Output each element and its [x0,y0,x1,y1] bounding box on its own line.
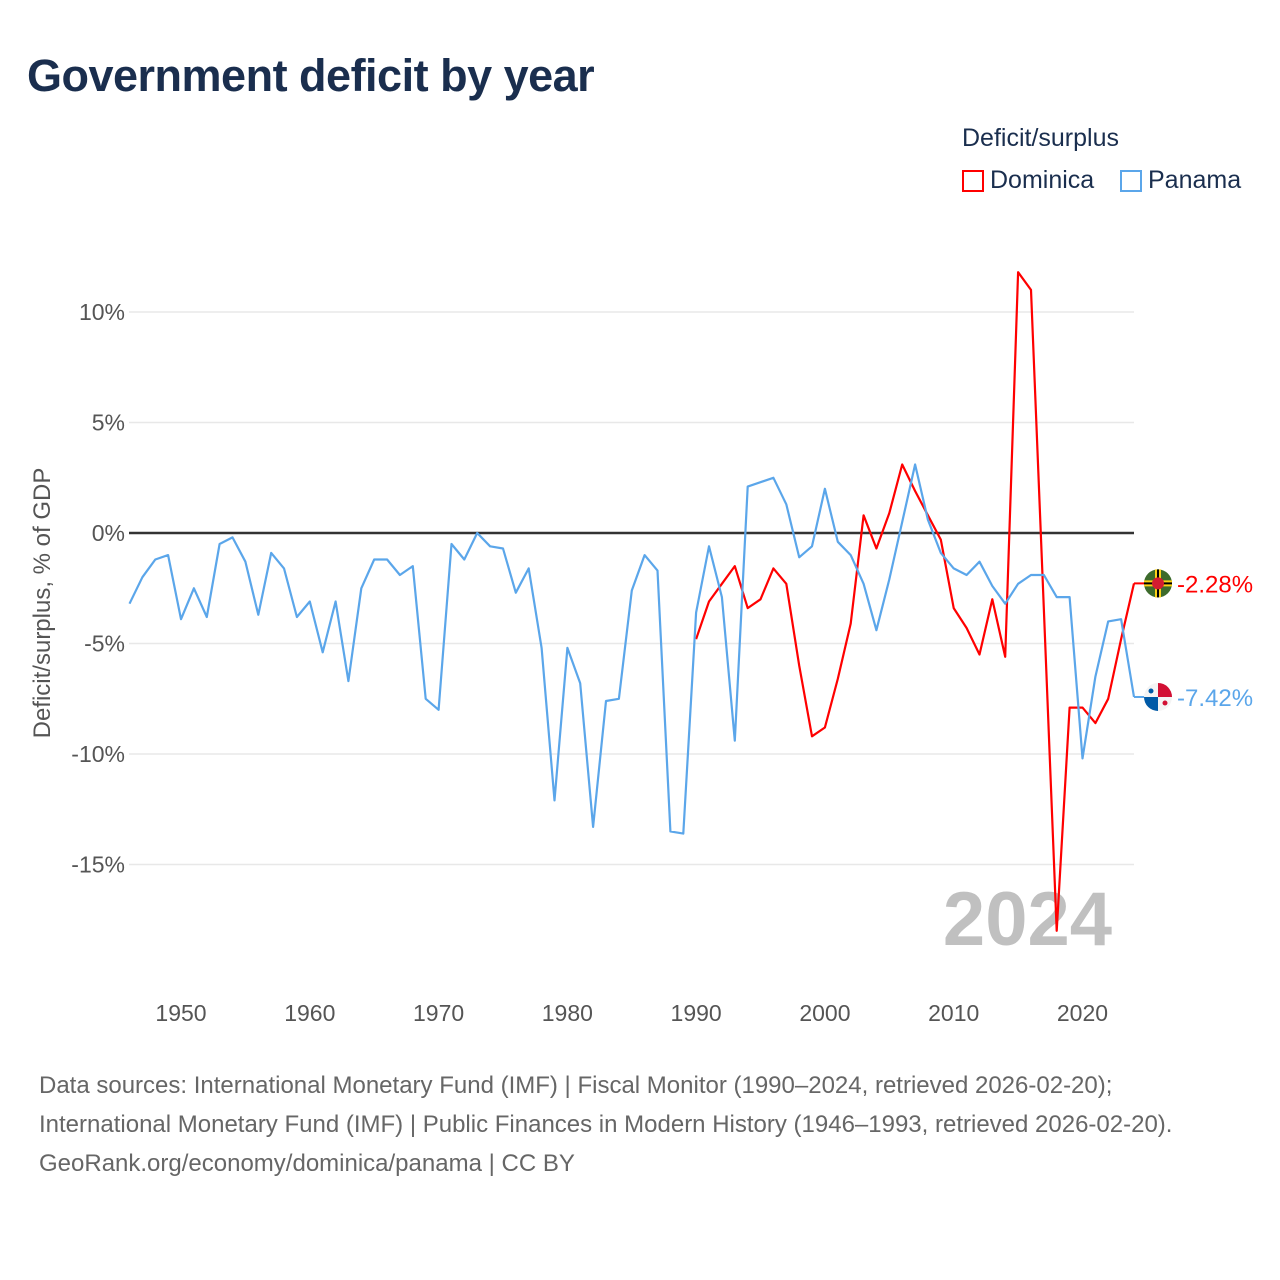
legend-item-panama[interactable]: Panama [1120,166,1241,195]
attribution-link[interactable]: GeoRank.org/economy/dominica/panama | CC… [39,1150,575,1177]
y-tick-label: -15% [71,852,125,878]
y-tick-label: 10% [79,299,125,325]
flag-star [1162,700,1168,706]
legend-swatch-panama [1120,169,1142,192]
x-tick-label: 1950 [155,1000,206,1026]
x-tick-label: 1960 [284,1000,335,1026]
panama-flag-icon [1144,682,1172,711]
footer: Data sources: International Monetary Fun… [39,1066,1239,1183]
series-line-panama [128,463,1136,835]
y-axis-label: Deficit/surplus, % of GDP [29,468,56,739]
x-tick-label: 1990 [671,1000,722,1026]
x-tick-label: 2020 [1057,1000,1108,1026]
x-tick-label: 1980 [542,1000,593,1026]
end-value-label: -7.42% [1177,685,1253,712]
data-sources: Data sources: International Monetary Fun… [39,1072,1173,1138]
y-tick-label: -5% [84,631,125,657]
dominica-flag-icon [1144,569,1172,598]
end-value-label: -2.28% [1177,571,1253,598]
series-line-dominica [695,271,1136,932]
flag-star [1148,688,1154,694]
flag-quarter [1144,696,1158,711]
legend-title: Deficit/surplus [962,124,1119,152]
chart-title: Government deficit by year [27,50,595,101]
year-watermark: 2024 [943,877,1112,962]
legend-swatch-dominica [962,169,984,192]
legend-label: Dominica [990,166,1095,194]
legend-item-dominica[interactable]: Dominica [962,166,1094,195]
y-tick-label: 5% [92,410,125,436]
y-tick-label: 0% [92,520,125,546]
y-tick-label: -10% [71,741,125,767]
flag-disc [1152,577,1164,590]
x-tick-label: 1970 [413,1000,464,1026]
legend-label: Panama [1148,166,1242,194]
x-tick-label: 2000 [799,1000,850,1026]
flag-quarter [1158,682,1172,697]
x-tick-label: 2010 [928,1000,979,1026]
